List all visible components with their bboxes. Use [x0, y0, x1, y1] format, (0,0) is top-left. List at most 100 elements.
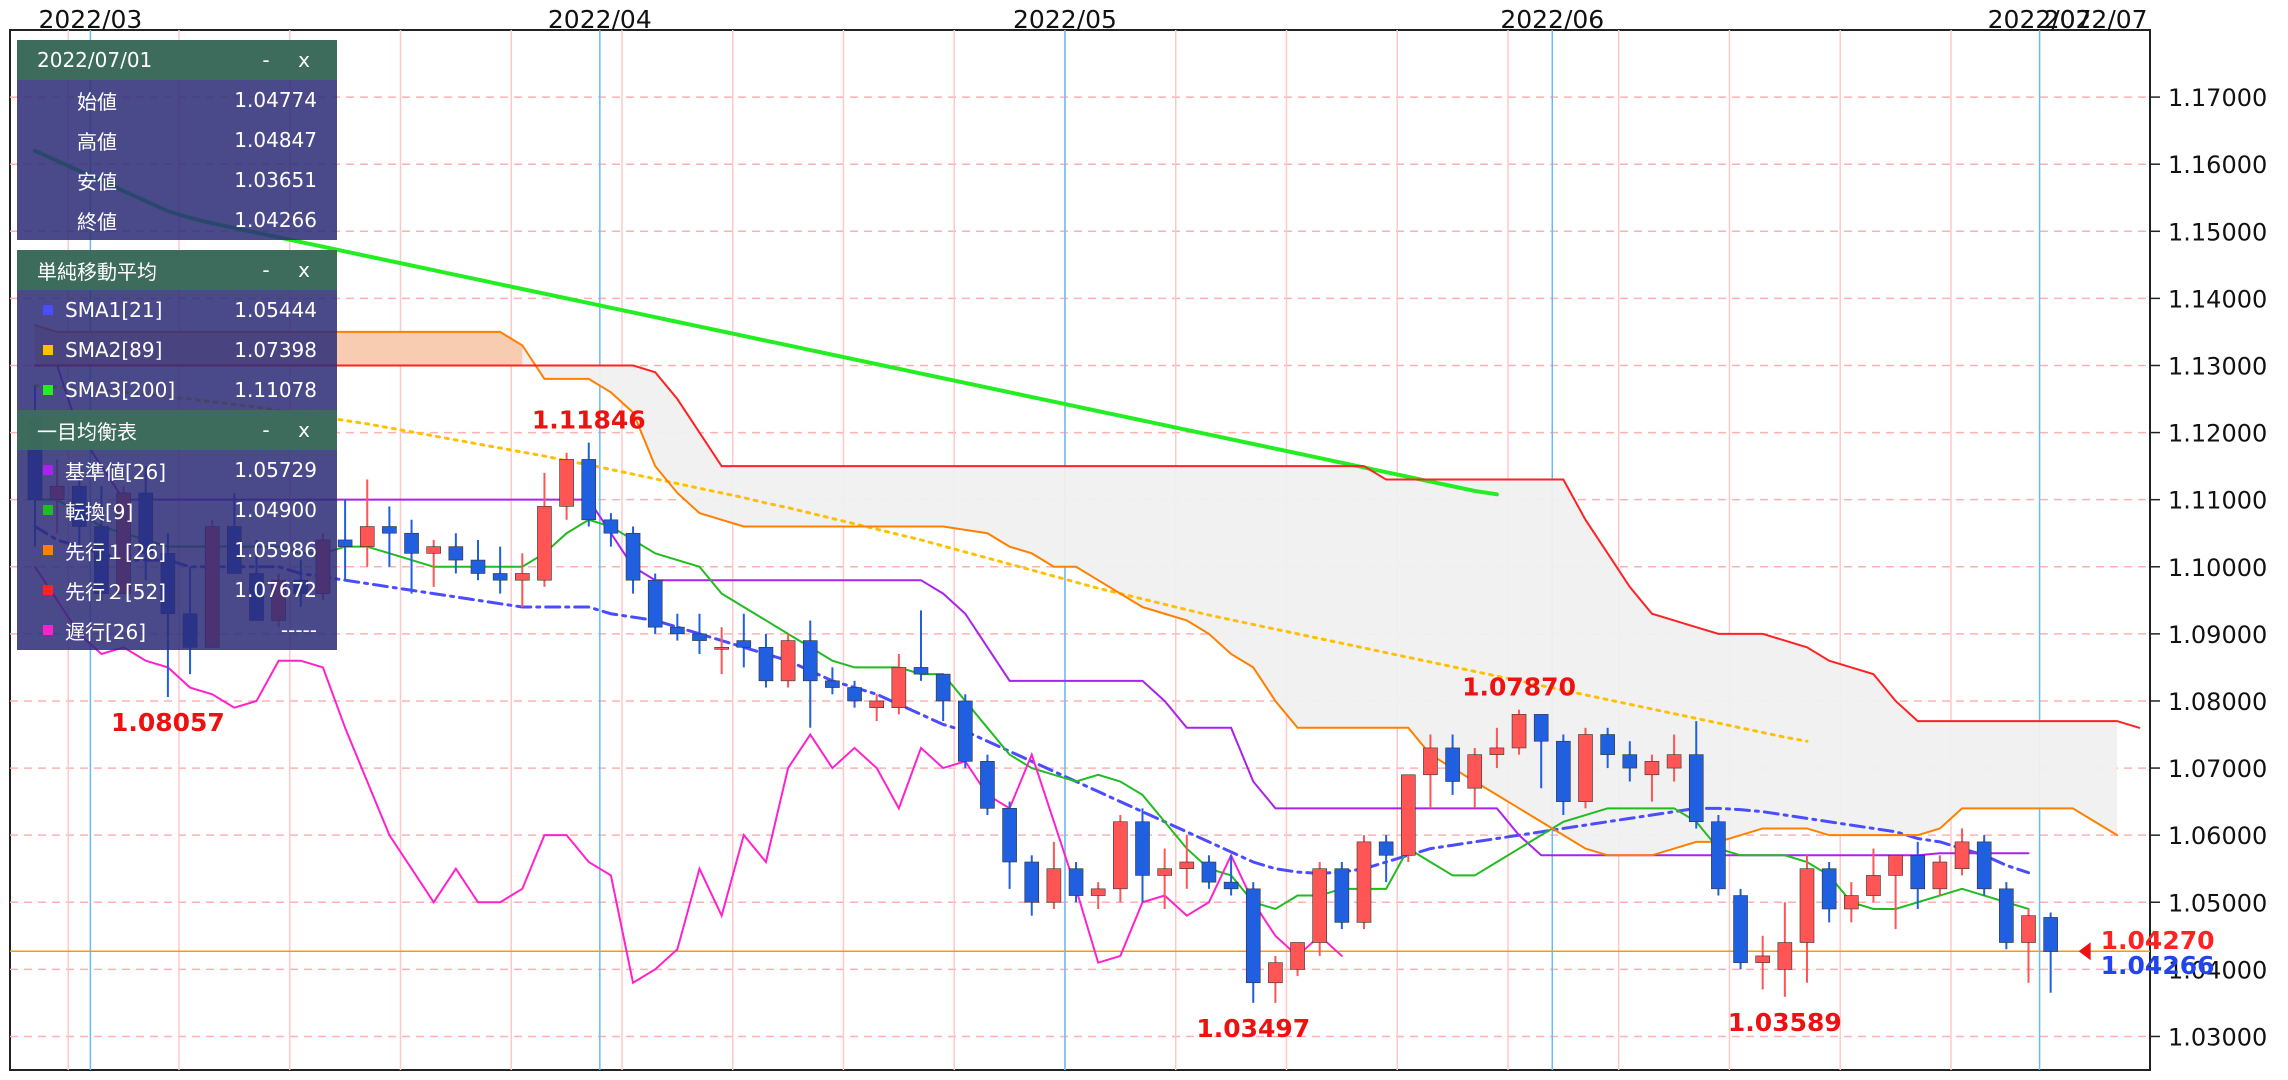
- candle-body: [1090, 888, 1106, 896]
- series-遅行[26]: [34, 565, 1343, 985]
- candle-body: [1533, 714, 1549, 742]
- x-tick-label: 2022/03: [38, 5, 142, 34]
- sma-row-2: SMA2[89] 1.07398: [17, 330, 337, 370]
- minimize-button[interactable]: -: [262, 418, 270, 442]
- ichimoku-panel-header: 一目均衡表 - x: [17, 410, 337, 450]
- price-tag-arrow: [2078, 942, 2091, 961]
- y-tick-label: 1.09000: [2168, 621, 2267, 649]
- legend-marker: [43, 625, 53, 635]
- x-tick-label: 2022/04: [548, 5, 652, 34]
- row-value: 1.04774: [234, 88, 317, 112]
- candle-body: [1445, 747, 1460, 782]
- close-button[interactable]: x: [298, 418, 310, 442]
- row-label: SMA2[89]: [65, 338, 163, 362]
- candle-body: [1511, 714, 1527, 749]
- candle-body: [1866, 875, 1881, 896]
- y-tick-label: 1.03000: [2168, 1023, 2267, 1051]
- minimize-button[interactable]: -: [262, 48, 270, 72]
- candle-body: [1954, 841, 1970, 870]
- price-annotation: 1.03497: [1196, 1014, 1310, 1043]
- candle-body: [1223, 881, 1239, 890]
- sma-panel-title: 単純移動平均: [37, 259, 157, 284]
- candle-body: [1976, 841, 1992, 890]
- ichimoku-panel: 一目均衡表 - x 基準値[26] 1.05729 転換[9] 1.04900 …: [17, 410, 337, 650]
- y-tick-label: 1.15000: [2168, 218, 2267, 246]
- candle-body: [2043, 917, 2058, 952]
- candle-body: [1312, 868, 1327, 943]
- price-tag: 1.04270: [2101, 926, 2215, 955]
- ichimoku-row-chikou: 遅行[26] -----: [17, 610, 337, 650]
- sma-panel: 単純移動平均 - x SMA1[21] 1.05444 SMA2[89] 1.0…: [17, 250, 337, 410]
- candle-body: [670, 626, 685, 635]
- candle-body: [1334, 868, 1350, 923]
- candle-body: [980, 761, 995, 809]
- row-value: 1.07672: [234, 578, 317, 602]
- sma-row-3: SMA3[200] 1.11078: [17, 370, 337, 410]
- legend-marker: [43, 545, 53, 555]
- ichimoku-row-tenkan: 転換[9] 1.04900: [17, 490, 337, 530]
- candle-body: [780, 640, 796, 682]
- candle-body: [603, 519, 619, 534]
- candle-body: [1356, 841, 1372, 923]
- candle-body: [1733, 895, 1748, 963]
- ichimoku-panel-title: 一目均衡表: [37, 419, 137, 444]
- price-annotation: 1.11846: [532, 406, 646, 435]
- x-tick-label: 2022/06: [1500, 5, 1604, 34]
- candle-body: [470, 559, 486, 574]
- candle-body: [802, 640, 818, 682]
- ohlc-row-low: 安値 1.03651: [17, 160, 337, 200]
- candle-body: [492, 573, 508, 581]
- price-annotation: 1.08057: [111, 708, 225, 737]
- candle-body: [337, 539, 353, 547]
- candle-body: [1799, 868, 1815, 943]
- candle-body: [1777, 942, 1793, 970]
- row-label: 先行２[52]: [65, 579, 167, 604]
- row-label: SMA3[200]: [65, 378, 176, 402]
- candle-body: [1024, 861, 1040, 903]
- row-label: 高値: [77, 129, 117, 154]
- y-tick-label: 1.05000: [2168, 889, 2267, 917]
- row-label: 転換[9]: [65, 499, 134, 524]
- candle-body: [1179, 861, 1195, 870]
- candle-body: [559, 459, 574, 507]
- legend-marker: [43, 585, 53, 595]
- candle-body: [1755, 955, 1770, 963]
- candle-body: [758, 646, 774, 682]
- candle-body: [1999, 888, 2014, 943]
- y-tick-label: 1.04000: [2168, 956, 2267, 984]
- candle-body: [1489, 747, 1505, 755]
- plot-frame: [9, 29, 2151, 1071]
- candle-body: [847, 687, 862, 702]
- candle-body: [1666, 754, 1682, 769]
- candle-body: [957, 700, 973, 762]
- close-button[interactable]: x: [298, 258, 310, 282]
- ohlc-panel-date: 2022/07/01: [37, 48, 153, 72]
- row-label: 安値: [77, 169, 117, 194]
- sma-panel-header: 単純移動平均 - x: [17, 250, 337, 290]
- legend-marker: [43, 345, 53, 355]
- candle-body: [1556, 740, 1571, 802]
- legend-marker: [43, 305, 53, 315]
- close-button[interactable]: x: [298, 48, 310, 72]
- candle-body: [1932, 861, 1948, 890]
- candle-body: [1600, 734, 1615, 755]
- y-tick-label: 1.13000: [2168, 352, 2267, 380]
- candle-body: [913, 667, 929, 675]
- candle-body: [1068, 868, 1084, 896]
- candle-body: [1245, 888, 1261, 984]
- price-annotation: 1.03589: [1728, 1008, 1842, 1037]
- candle-body: [1135, 821, 1150, 876]
- ohlc-panel-header: 2022/07/01 - x: [17, 40, 337, 80]
- minimize-button[interactable]: -: [262, 258, 270, 282]
- price-tag: 1.04266: [2101, 951, 2215, 980]
- labels: 1.17000 1.16000 1.15000 1.14000 1.13000 1.120…: [38, 5, 2267, 1051]
- candle-body: [1467, 754, 1483, 789]
- price-annotation: 1.07870: [1462, 673, 1576, 702]
- row-value: 1.04266: [234, 208, 317, 232]
- candle-body: [935, 673, 951, 702]
- candle-body: [1113, 821, 1128, 890]
- row-value: 1.03651: [234, 168, 317, 192]
- legend-marker: [43, 505, 53, 515]
- row-label: 遅行[26]: [65, 619, 147, 644]
